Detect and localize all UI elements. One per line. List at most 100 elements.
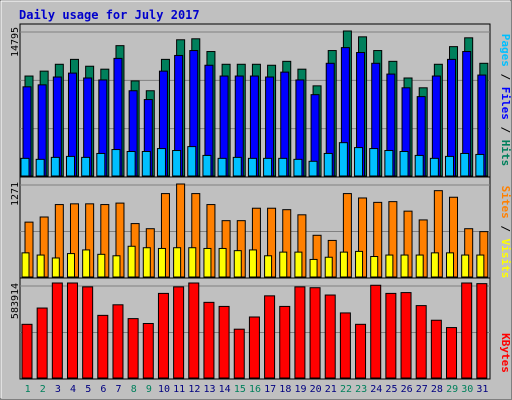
x-tick-label-day-21: 21 — [325, 384, 337, 395]
pages-bar-day-19 — [293, 158, 303, 177]
sites-bar-day-11 — [173, 247, 182, 278]
sites-bar-day-5 — [82, 249, 91, 278]
x-tick-label-day-17: 17 — [264, 384, 276, 395]
sites-bar-day-22 — [339, 251, 348, 278]
x-tick-label-day-7: 7 — [116, 384, 122, 395]
pages-bar-day-21 — [323, 152, 333, 177]
kbytes-bar-day-31 — [476, 283, 488, 379]
legend-sites: Sites — [499, 186, 512, 219]
panel-hits-files-pages: 14795 Pages / Files / Hits — [10, 23, 512, 178]
sites-bar-day-25 — [385, 254, 394, 278]
sites-bar-day-3 — [51, 257, 60, 278]
x-tick-label-day-31: 31 — [476, 384, 488, 395]
kbytes-bar-day-7 — [112, 304, 124, 379]
pages-bar-day-20 — [308, 160, 318, 177]
x-tick-label-day-8: 8 — [131, 384, 137, 395]
kbytes-bar-day-21 — [324, 294, 336, 379]
pages-bar-day-30 — [460, 152, 470, 177]
kbytes-bar-day-28 — [430, 319, 442, 379]
x-tick-label-day-11: 11 — [173, 384, 185, 395]
legend-pages: Pages — [499, 34, 512, 67]
kbytes-bar-day-6 — [97, 314, 109, 379]
pages-bar-day-28 — [429, 157, 439, 177]
pages-bar-day-10 — [156, 148, 166, 177]
sites-bar-day-23 — [355, 250, 364, 278]
pages-bar-day-23 — [354, 147, 364, 177]
sites-bar-day-1 — [21, 252, 30, 278]
legend-sep-2: / — [499, 120, 512, 140]
legend-hits: Hits — [499, 140, 512, 167]
pages-bar-day-31 — [475, 153, 485, 177]
x-tick-label-day-4: 4 — [70, 384, 76, 395]
sites-bar-day-27 — [415, 254, 424, 278]
kbytes-bar-day-19 — [294, 286, 306, 379]
sites-bar-day-4 — [66, 253, 75, 278]
x-tick-label-day-27: 27 — [416, 384, 428, 395]
kbytes-bar-day-15 — [233, 328, 245, 379]
kbytes-bar-day-9 — [142, 322, 154, 379]
pages-bar-day-11 — [172, 150, 182, 177]
pages-bar-day-5 — [81, 156, 91, 177]
x-tick-label-day-9: 9 — [146, 384, 152, 395]
x-tick-label-day-6: 6 — [100, 384, 106, 395]
kbytes-bar-day-30 — [461, 282, 473, 379]
kbytes-bar-day-25 — [385, 292, 397, 379]
x-tick-label-day-28: 28 — [431, 384, 443, 395]
pages-bar-day-16 — [247, 157, 257, 177]
x-tick-label-day-26: 26 — [401, 384, 413, 395]
kbytes-bar-day-2 — [36, 307, 48, 379]
x-tick-label-day-1: 1 — [25, 384, 31, 395]
sites-bar-day-10 — [157, 247, 166, 278]
sites-bar-day-16 — [248, 249, 257, 278]
x-tick-label-day-25: 25 — [385, 384, 397, 395]
panel2-legend: Sites / Visits — [499, 186, 512, 279]
kbytes-bar-day-3 — [51, 282, 63, 379]
sites-bar-day-8 — [127, 245, 136, 278]
pages-bar-day-26 — [399, 150, 409, 177]
sites-bar-day-26 — [400, 254, 409, 278]
kbytes-bar-day-14 — [218, 305, 230, 379]
pages-bar-day-14 — [217, 157, 227, 177]
kbytes-bar-day-5 — [82, 286, 94, 379]
sites-bar-day-15 — [233, 250, 242, 278]
pages-bar-day-18 — [278, 157, 288, 177]
sites-bar-day-30 — [461, 254, 470, 278]
kbytes-bar-day-27 — [415, 305, 427, 379]
panel1-max-label: 14795 — [10, 27, 21, 57]
x-tick-label-day-30: 30 — [461, 384, 473, 395]
x-tick-label-day-10: 10 — [158, 384, 170, 395]
x-tick-label-day-19: 19 — [294, 384, 306, 395]
sites-bar-day-28 — [430, 252, 439, 278]
pages-bar-day-3 — [50, 156, 60, 177]
x-tick-label-day-18: 18 — [279, 384, 291, 395]
x-tick-label-day-13: 13 — [203, 384, 215, 395]
x-tick-label-day-29: 29 — [446, 384, 458, 395]
pages-bar-day-6 — [96, 152, 106, 177]
panel1-legend: Pages / Files / Hits — [499, 34, 512, 167]
legend-sep-3: / — [499, 219, 512, 239]
x-tick-label-day-15: 15 — [234, 384, 246, 395]
kbytes-bar-day-4 — [66, 282, 78, 379]
x-tick-label-day-24: 24 — [370, 384, 382, 395]
sites-bar-day-29 — [446, 252, 455, 278]
x-tick-label-day-22: 22 — [340, 384, 352, 395]
sites-bar-day-14 — [218, 247, 227, 278]
x-tick-label-day-16: 16 — [249, 384, 261, 395]
x-tick-label-day-2: 2 — [40, 384, 46, 395]
kbytes-bar-day-16 — [248, 316, 260, 379]
sites-bar-day-18 — [279, 251, 288, 278]
x-tick-label-day-14: 14 — [219, 384, 231, 395]
panel3-bars — [21, 282, 488, 379]
sites-bar-day-13 — [203, 247, 212, 278]
pages-bar-day-12 — [187, 146, 197, 177]
pages-bar-day-22 — [338, 142, 348, 177]
sites-bar-day-24 — [370, 256, 379, 278]
x-tick-label-day-20: 20 — [310, 384, 322, 395]
pages-bar-day-7 — [111, 149, 121, 177]
panel2-bars — [21, 183, 489, 278]
kbytes-bar-day-13 — [203, 301, 215, 379]
kbytes-bar-day-20 — [309, 287, 321, 379]
sites-bar-day-19 — [294, 251, 303, 278]
pages-bar-day-4 — [65, 155, 75, 177]
kbytes-bar-day-12 — [188, 282, 200, 379]
